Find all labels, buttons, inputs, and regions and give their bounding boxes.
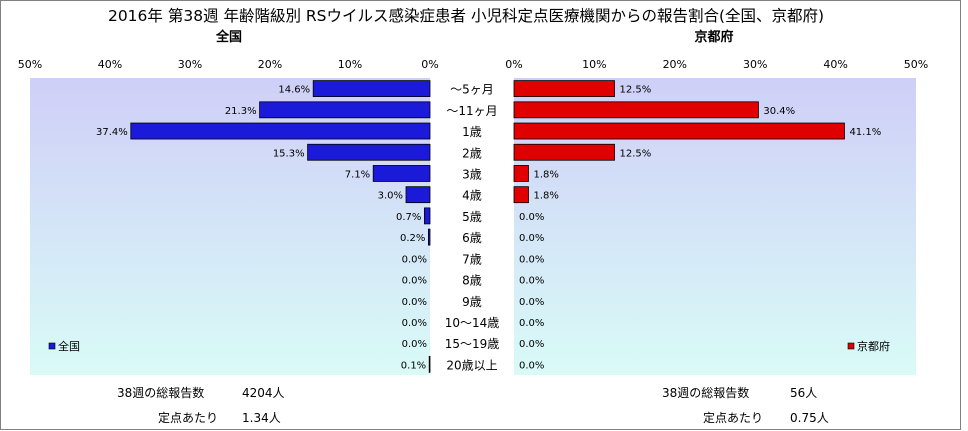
right-axis-ticks: 0% 10% 20% 30% 40% 50% [505, 58, 928, 71]
category-label: 15～19歳 [445, 337, 500, 351]
left-data-label: 3.0% [378, 191, 403, 202]
left-axis-ticks: 50% 40% 30% 20% 10% 0% [18, 58, 439, 71]
left-bar [405, 186, 431, 204]
left-bar [427, 228, 431, 246]
right-data-label: 0.0% [519, 212, 544, 223]
right-data-label: 0.0% [519, 254, 544, 265]
chart-title: 2016年 第38週 年齢階級別 RSウイルス感染症患者 小児科定点医療機関から… [108, 7, 824, 25]
category-label: ～5ヶ月 [450, 83, 494, 97]
left-data-label: 7.1% [345, 169, 370, 180]
left-per-site-label: 定点あたり [158, 410, 218, 425]
left-per-site-value: 1.34人 [242, 411, 281, 425]
right-panel-title: 京都府 [694, 29, 733, 45]
left-data-label: 37.4% [96, 127, 128, 138]
category-label: 6歳 [462, 231, 482, 245]
right-bar [513, 143, 615, 161]
left-data-label: 0.0% [402, 318, 427, 329]
left-x-tick-label: 40% [98, 58, 122, 71]
right-data-label: 0.0% [519, 297, 544, 308]
right-data-label: 30.4% [763, 106, 795, 117]
right-data-label: 0.0% [519, 318, 544, 329]
left-data-label: 0.0% [402, 276, 427, 287]
left-bar [372, 165, 431, 182]
right-data-label: 12.5% [620, 85, 652, 96]
right-bar [513, 186, 529, 204]
category-labels: ～5ヶ月 ～11ヶ月 1歳 2歳 3歳 4歳 5歳 6歳 7歳 8歳 9歳 10～14歳 15～19歳 2… [445, 83, 500, 373]
category-label: 3歳 [462, 167, 482, 181]
category-label: 7歳 [462, 252, 482, 266]
right-legend-swatch [847, 342, 855, 350]
category-label: 8歳 [462, 274, 482, 288]
right-per-site-value: 0.75人 [790, 411, 829, 425]
category-label: 20歳以上 [446, 358, 497, 372]
right-data-label: 0.0% [519, 276, 544, 287]
right-bar [513, 80, 615, 98]
right-data-label: 41.1% [849, 127, 881, 138]
left-reports-label: 38週の総報告数 [117, 385, 204, 400]
right-x-tick-label: 20% [663, 58, 687, 71]
right-legend: 京都府 [847, 339, 890, 353]
left-legend: 全国 [48, 339, 80, 353]
left-data-label: 0.0% [402, 254, 427, 265]
left-legend-swatch [48, 342, 56, 350]
category-label: 4歳 [462, 189, 482, 203]
right-data-label: 1.8% [533, 191, 558, 202]
right-x-tick-label: 0% [505, 58, 522, 71]
right-bars [513, 80, 845, 204]
right-data-label: 0.0% [519, 339, 544, 350]
category-label: 9歳 [462, 295, 482, 309]
left-bar [259, 101, 431, 119]
left-bar [428, 355, 431, 373]
left-data-label: 0.1% [401, 360, 426, 371]
right-legend-label: 京都府 [857, 339, 890, 353]
right-x-tick-label: 30% [743, 58, 767, 71]
left-x-tick-label: 0% [421, 58, 438, 71]
right-per-site-label: 定点あたり [703, 410, 763, 425]
left-data-label: 0.0% [402, 297, 427, 308]
left-data-label: 0.0% [402, 339, 427, 350]
right-data-label: 12.5% [620, 148, 652, 159]
right-x-tick-label: 50% [904, 58, 928, 71]
left-x-tick-label: 30% [178, 58, 202, 71]
left-bar [312, 80, 431, 98]
right-data-labels: 12.5% 30.4% 41.1% 12.5% 1.8% 1.8% 0.0% 0.0% 0.0%… [519, 85, 881, 372]
right-data-label: 1.8% [533, 169, 558, 180]
right-data-label: 0.0% [519, 233, 544, 244]
left-panel-title: 全国 [215, 29, 242, 45]
right-x-tick-label: 40% [823, 58, 847, 71]
category-label: 1歳 [462, 125, 482, 139]
category-label: 5歳 [462, 210, 482, 224]
left-plot-area [30, 78, 430, 375]
left-data-label: 0.2% [400, 233, 425, 244]
left-data-label: 15.3% [273, 148, 305, 159]
left-reports-value: 4204人 [242, 386, 285, 400]
right-reports-label: 38週の総報告数 [662, 385, 749, 400]
left-legend-label: 全国 [58, 339, 80, 353]
right-data-label: 0.0% [519, 360, 544, 371]
left-bars [130, 80, 431, 373]
left-bar [307, 143, 431, 161]
right-bar [513, 165, 529, 182]
right-bar [513, 101, 759, 119]
left-data-label: 21.3% [225, 106, 257, 117]
left-x-tick-label: 50% [18, 58, 42, 71]
right-x-tick-label: 10% [582, 58, 606, 71]
left-data-labels: 14.6% 21.3% 37.4% 15.3% 7.1% 3.0% 0.7% 0.2% 0.0%… [96, 85, 427, 372]
category-label: 10～14歳 [445, 316, 500, 330]
category-label: ～11ヶ月 [446, 104, 497, 118]
category-label: 2歳 [462, 146, 482, 160]
left-data-label: 0.7% [396, 212, 421, 223]
right-plot-area [514, 78, 916, 375]
right-reports-value: 56人 [790, 386, 817, 400]
left-x-tick-label: 20% [258, 58, 282, 71]
left-data-label: 14.6% [278, 85, 310, 96]
right-bar [513, 122, 845, 140]
left-x-tick-label: 10% [338, 58, 362, 71]
left-bar [130, 122, 431, 140]
left-bar [423, 207, 431, 225]
